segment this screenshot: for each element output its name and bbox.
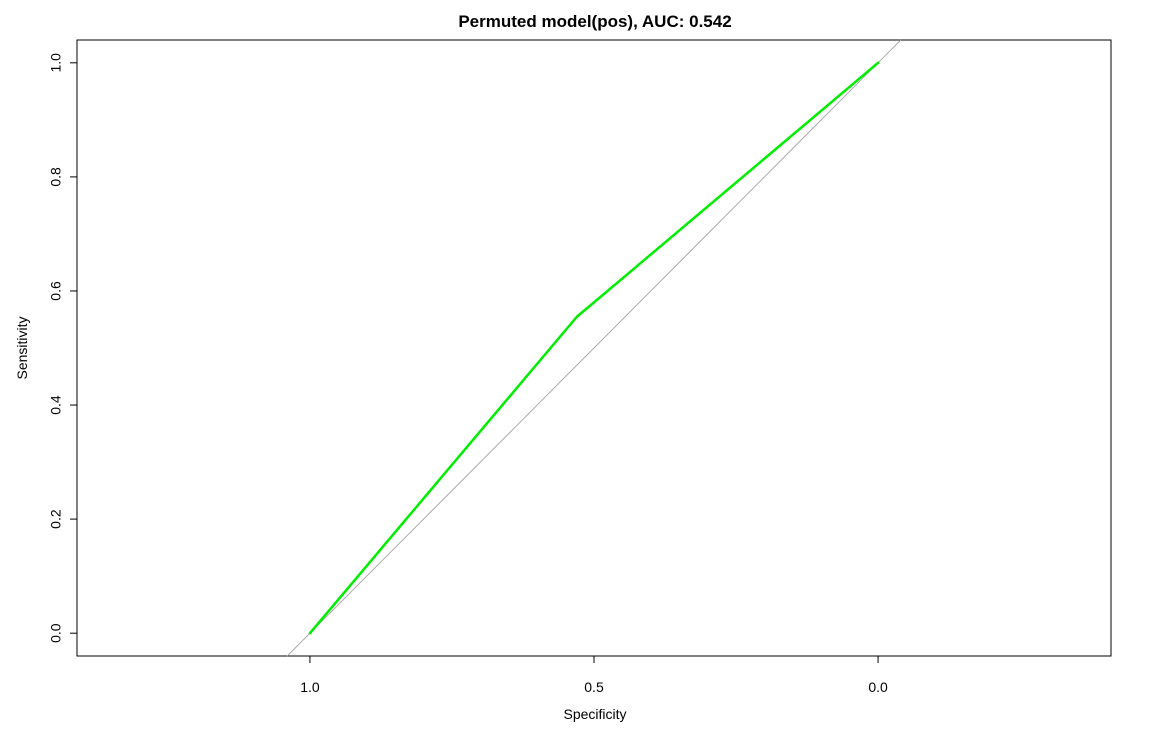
chart-title: Permuted model(pos), AUC: 0.542 — [458, 12, 731, 31]
reference-line-layer — [286, 39, 902, 657]
y-axis: 0.0 0.2 0.4 0.6 0.8 1.0 — [48, 53, 78, 643]
x-tick-label: 0.5 — [584, 679, 604, 695]
y-tick-label: 0.6 — [48, 281, 64, 301]
y-tick-label: 1.0 — [48, 53, 64, 73]
series-layer — [308, 61, 880, 635]
x-axis: 1.0 0.5 0.0 — [300, 655, 888, 695]
roc-curve-line — [308, 61, 880, 635]
x-tick-label: 1.0 — [300, 679, 320, 695]
y-tick-label: 0.8 — [48, 167, 64, 187]
y-tick-label: 0.4 — [48, 395, 64, 415]
x-axis-label: Specificity — [563, 706, 626, 722]
y-axis-label: Sensitivity — [14, 316, 30, 379]
reference-diagonal-line — [286, 39, 902, 657]
x-tick-label: 0.0 — [868, 679, 888, 695]
y-tick-label: 0.2 — [48, 509, 64, 529]
y-tick-label: 0.0 — [48, 623, 64, 643]
